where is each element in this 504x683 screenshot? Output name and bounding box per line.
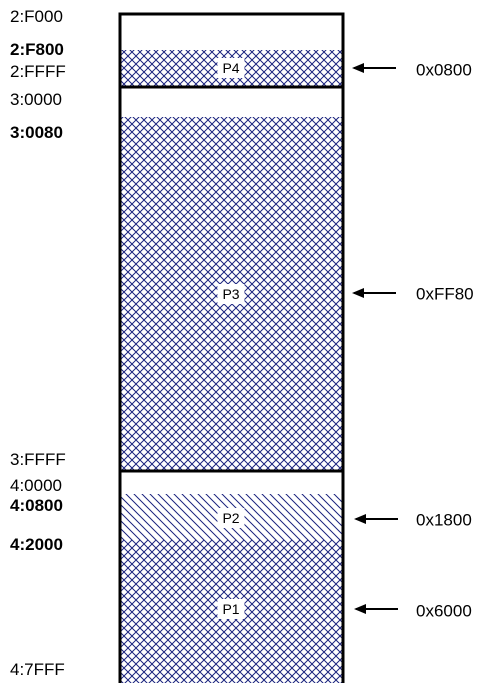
address-2FFFF: 2:FFFF <box>10 62 66 81</box>
free-block-1 <box>120 14 343 50</box>
arrow-p2 <box>354 514 398 524</box>
size-label-p2: 0x1800 <box>416 510 472 530</box>
arrow-p1 <box>354 604 398 614</box>
address-40000: 4:0000 <box>10 476 62 495</box>
address-30000: 3:0000 <box>10 90 62 109</box>
partition-label-p4: P4 <box>217 58 245 78</box>
address-3FFFF: 3:FFFF <box>10 450 66 469</box>
address-2F000: 2:F000 <box>10 7 63 26</box>
address-42000: 4:2000 <box>10 535 63 554</box>
partition-label-p2: P2 <box>217 508 245 528</box>
address-40800: 4:0800 <box>10 496 63 515</box>
address-30080: 3:0080 <box>10 123 63 142</box>
size-label-p3: 0xFF80 <box>416 284 474 304</box>
partition-label-p3: P3 <box>217 284 245 304</box>
partition-label-p1: P1 <box>217 599 245 619</box>
size-label-p1: 0x6000 <box>416 601 472 621</box>
address-47FFF: 4:7FFF <box>10 660 65 679</box>
column-outline <box>118 12 345 683</box>
arrow-p3 <box>352 288 396 298</box>
free-block-3 <box>120 471 343 494</box>
address-2F800: 2:F800 <box>10 40 64 59</box>
size-label-p4: 0x0800 <box>416 60 472 80</box>
arrow-p4 <box>352 63 396 73</box>
free-block-2 <box>120 87 343 117</box>
